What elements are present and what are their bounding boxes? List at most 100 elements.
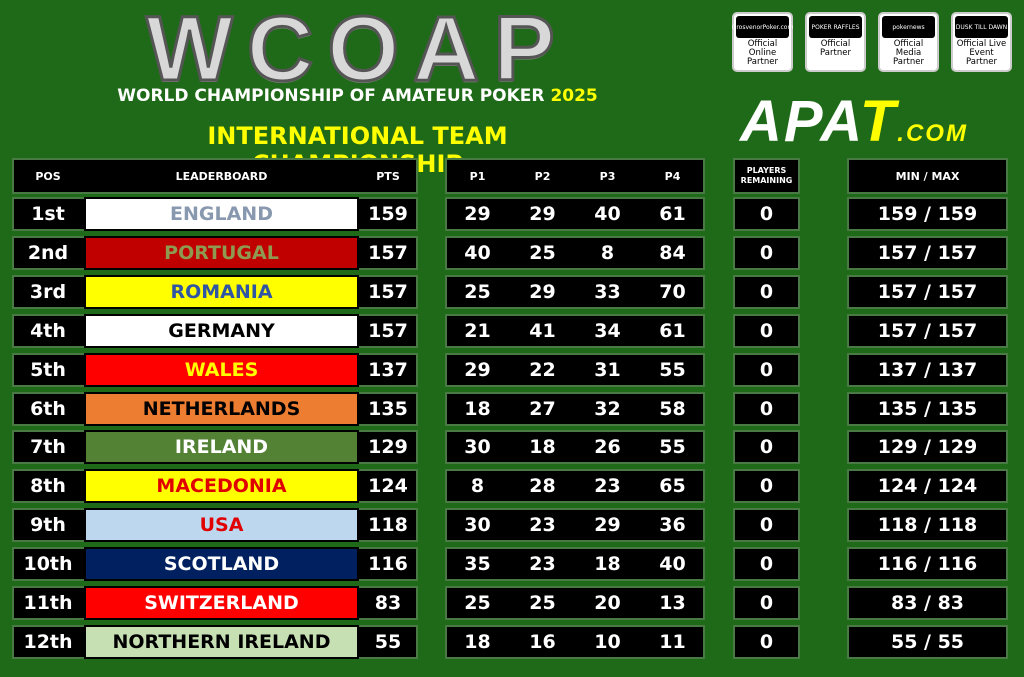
row-pts: 83: [374, 592, 402, 614]
row-pts: 129: [368, 436, 408, 459]
row-team: SCOTLAND: [84, 547, 359, 582]
row-pos: 9th: [30, 514, 66, 537]
row-min-max: 159 / 159: [847, 197, 1008, 231]
row-team: USA: [84, 508, 359, 543]
row-p3: 31: [594, 358, 621, 381]
partner-badge: DUSK TILL DAWN Official Live Event Partne…: [951, 12, 1012, 72]
row-p1: 30: [464, 514, 491, 537]
row-p-block: [445, 469, 705, 504]
row-players-remaining: 0: [733, 430, 800, 465]
row-p4: 11: [659, 630, 686, 653]
row-p-block: [445, 508, 705, 543]
row-min-max: 83 / 83: [847, 586, 1008, 620]
row-min-max: 157 / 157: [847, 235, 1008, 270]
row-p3: 20: [594, 592, 621, 614]
row-min-max: 129 / 129: [847, 430, 1008, 465]
row-pts: 118: [368, 514, 408, 537]
row-players-remaining: 0: [733, 624, 800, 659]
row-players-remaining: 0: [733, 469, 800, 504]
partner-badge: POKER RAFFLES Official Partner: [805, 12, 866, 72]
row-p3: 8: [600, 241, 615, 264]
row-p2: 18: [529, 436, 556, 459]
row-min-max: 137 / 137: [847, 352, 1008, 387]
row-p-block: [445, 352, 705, 387]
row-p4: 84: [659, 241, 686, 264]
apat-logo: APAT.COM: [740, 88, 968, 155]
row-p2: 25: [529, 241, 556, 264]
row-players-remaining: 0: [733, 313, 800, 348]
row-p3: 33: [594, 280, 621, 303]
row-pos: 10th: [23, 553, 73, 576]
row-p1: 18: [464, 630, 491, 653]
row-p3: 10: [594, 630, 621, 653]
row-pts: 157: [368, 319, 408, 342]
col-p1: P1: [469, 169, 486, 183]
row-p3: 34: [594, 319, 621, 342]
row-min-max: 116 / 116: [847, 547, 1008, 582]
row-min-max: 124 / 124: [847, 469, 1008, 504]
row-p1: 29: [464, 203, 491, 225]
row-p3: 26: [594, 436, 621, 459]
row-min-max: 135 / 135: [847, 391, 1008, 426]
partner-label: Official Live Event Partner: [956, 39, 1007, 67]
row-pos: 6th: [30, 397, 66, 420]
row-p-block: [445, 235, 705, 270]
row-p1: 18: [464, 397, 491, 420]
partner-brand: DUSK TILL DAWN: [955, 16, 1008, 38]
row-p-block: [445, 197, 705, 231]
wcoap-logo: WCOAP: [145, 0, 569, 100]
col-leaderboard: LEADERBOARD: [175, 169, 268, 183]
row-team: ROMANIA: [84, 274, 359, 309]
row-p2: 41: [529, 319, 556, 342]
row-p4: 65: [659, 475, 686, 498]
row-p2: 29: [529, 203, 556, 225]
row-players-remaining: 0: [733, 547, 800, 582]
row-pts: 124: [368, 475, 408, 498]
subtitle-text: WORLD CHAMPIONSHIP OF AMATEUR POKER: [117, 86, 545, 106]
row-p3: 32: [594, 397, 621, 420]
row-p1: 25: [464, 592, 491, 614]
row-min-max: 118 / 118: [847, 508, 1008, 543]
row-p1: 8: [470, 475, 485, 498]
row-pos: 7th: [30, 436, 66, 459]
row-players-remaining: 0: [733, 274, 800, 309]
row-pos: 8th: [30, 475, 66, 498]
row-p-block: [445, 430, 705, 465]
row-pos: 3rd: [29, 280, 67, 303]
row-players-remaining: 0: [733, 508, 800, 543]
partner-brand: GrosvenorPoker.com: [732, 16, 793, 38]
row-pos: 12th: [23, 630, 73, 653]
row-p4: 55: [659, 358, 686, 381]
row-team: MACEDONIA: [84, 469, 359, 504]
row-min-max: 157 / 157: [847, 274, 1008, 309]
row-team: IRELAND: [84, 430, 359, 465]
apat-com: .COM: [897, 120, 968, 147]
row-players-remaining: 0: [733, 391, 800, 426]
partner-badge: GrosvenorPoker.com Official Online Partne…: [732, 12, 793, 72]
row-pts: 137: [368, 358, 408, 381]
apat-main: APA: [740, 89, 860, 154]
col-players-remaining: PLAYERS REMAINING: [733, 158, 800, 194]
row-p2: 25: [529, 592, 556, 614]
row-p2: 28: [529, 475, 556, 498]
row-team: ENGLAND: [84, 197, 359, 231]
row-players-remaining: 0: [733, 352, 800, 387]
col-p4: P4: [664, 169, 681, 183]
year: 2025: [550, 86, 598, 106]
row-team: NORTHERN IRELAND: [84, 624, 359, 659]
row-p2: 23: [529, 514, 556, 537]
row-team: NETHERLANDS: [84, 391, 359, 426]
row-p1: 25: [464, 280, 491, 303]
row-p2: 29: [529, 280, 556, 303]
header-left-block: [12, 158, 418, 194]
row-players-remaining: 0: [733, 235, 800, 270]
row-team: SWITZERLAND: [84, 586, 359, 620]
row-pts: 157: [368, 241, 408, 264]
col-pts: PTS: [376, 169, 400, 183]
partner-label: Official Partner: [820, 39, 851, 58]
partner-logos: GrosvenorPoker.com Official Online Partne…: [732, 12, 1012, 72]
col-min-max: MIN / MAX: [847, 158, 1008, 194]
row-p-block: [445, 586, 705, 620]
row-p4: 36: [659, 514, 686, 537]
row-min-max: 55 / 55: [847, 624, 1008, 659]
